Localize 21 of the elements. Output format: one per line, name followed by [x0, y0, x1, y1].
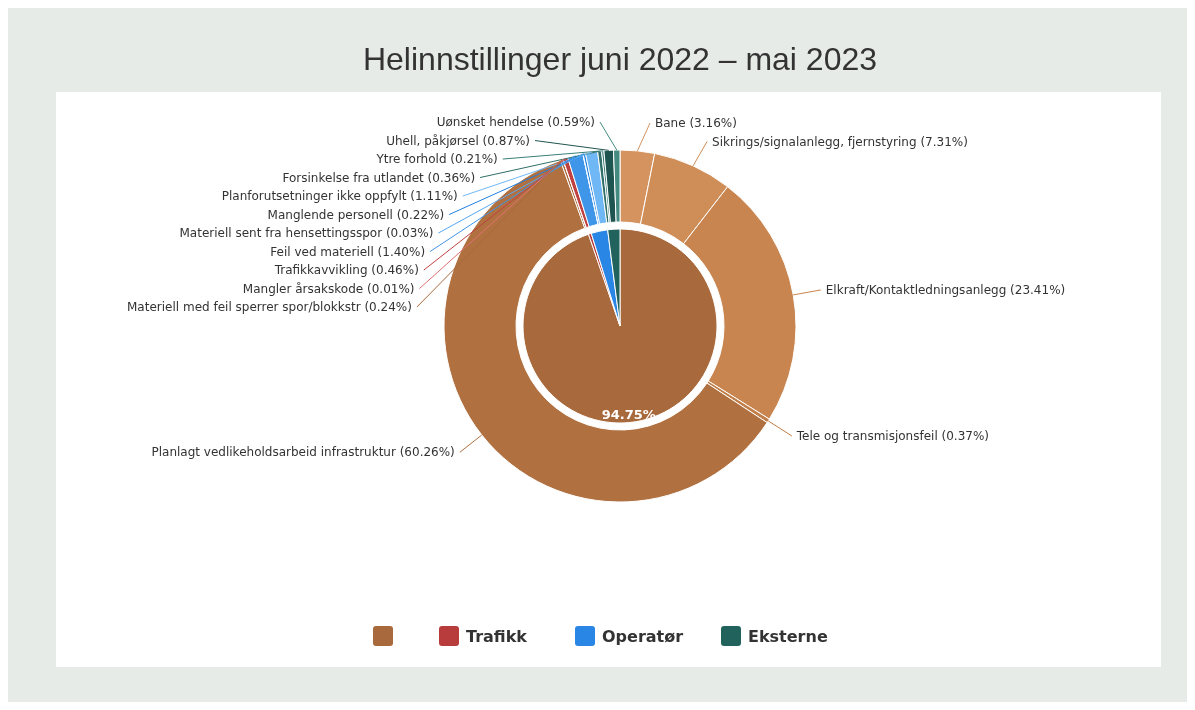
- legend-label: Operatør: [602, 627, 684, 646]
- slice-label: Mangler årsakskode (0.01%): [242, 281, 415, 296]
- slice-label: Manglende personell (0.22%): [267, 207, 445, 222]
- slice-label: Uønsket hendelse (0.59%): [436, 115, 595, 130]
- legend-label: Trafikk: [466, 627, 528, 646]
- slice-label: Materiell sent fra hensettingsspor (0.03%): [179, 226, 434, 241]
- legend-label: Eksterne: [748, 627, 828, 646]
- data-label: 94.75%: [601, 406, 656, 422]
- slice-label: Bane (3.16%): [655, 116, 737, 130]
- slice-label: Feil ved materiell (1.40%): [270, 244, 426, 259]
- slice-label: Planforutsetninger ikke oppfylt (1.11%): [221, 189, 458, 204]
- slice-label: Materiell med feil sperrer spor/blokkstr (0.24%): [127, 300, 412, 315]
- slice-label: Tele og transmisjonsfeil (0.37%): [795, 428, 990, 443]
- slice-label: Elkraft/Kontaktledningsanlegg (23.41%): [825, 282, 1066, 297]
- slice-label: Ytre forhold (0.21%): [375, 152, 498, 167]
- chart-title: Helinnstillinger juni 2022 – mai 2023: [362, 41, 878, 77]
- slice-label: Forsinkelse fra utlandet (0.36%): [282, 170, 476, 185]
- slice-label: Sikrings/signalanlegg, fjernstyring (7.31%): [712, 134, 968, 149]
- slice-label: Uhell, påkjørsel (0.87%): [386, 133, 531, 148]
- slice-label: Planlagt vedlikeholdsarbeid infrastruktur (60.26%): [151, 445, 455, 460]
- slice-label: Trafikkavvikling (0.46%): [273, 263, 419, 278]
